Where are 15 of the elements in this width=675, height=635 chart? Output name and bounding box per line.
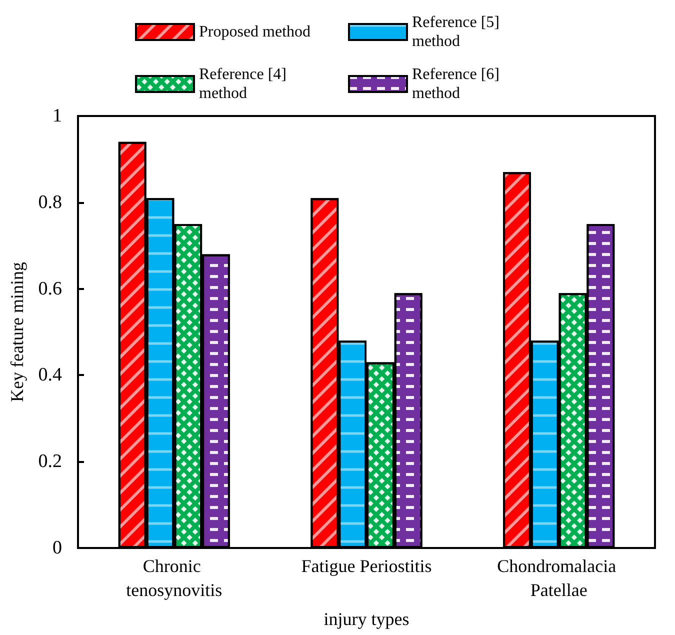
y-tick-label: 0.2 bbox=[38, 451, 62, 472]
legend-label: Proposed method bbox=[199, 24, 311, 40]
x-tick-label: Chronic tenosynovitis bbox=[126, 556, 222, 600]
legend-label: Reference [5] method bbox=[412, 14, 504, 50]
y-tick-label: 0.6 bbox=[38, 278, 62, 300]
y-tick-label: 1 bbox=[52, 106, 62, 126]
x-tick-label: Chondromalacia Patellae bbox=[497, 556, 621, 600]
x-tick-label: Fatigue Periostitis bbox=[301, 556, 432, 576]
y-tick-label: 0.4 bbox=[38, 364, 62, 386]
x-axis-title: injury types bbox=[324, 609, 410, 629]
legend-label: Reference [4] method bbox=[199, 66, 290, 102]
y-axis-title: Key feature mining bbox=[7, 262, 27, 402]
y-tick-label: 0.8 bbox=[38, 192, 62, 213]
y-tick-label: 0 bbox=[52, 538, 62, 558]
legend-label: Reference [6] method bbox=[412, 66, 504, 102]
